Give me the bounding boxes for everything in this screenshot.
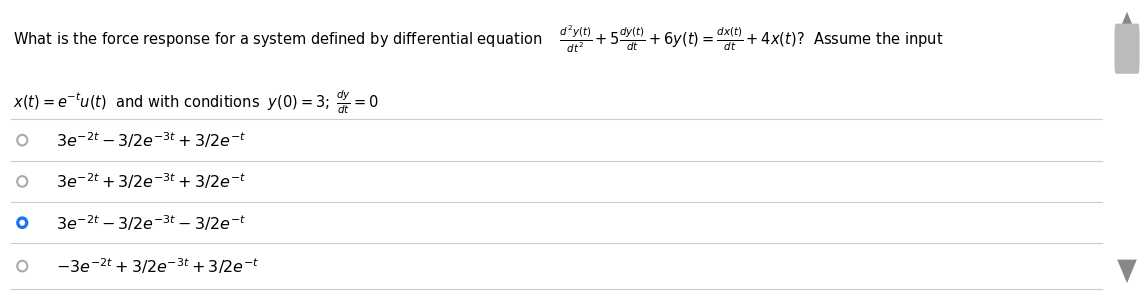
Text: $-3e^{-2t} + 3/2e^{-3t} + 3/2e^{-t}$: $-3e^{-2t} + 3/2e^{-3t} + 3/2e^{-t}$ [56, 256, 259, 276]
Ellipse shape [17, 176, 27, 187]
Text: $3e^{-2t} - 3/2e^{-3t} + 3/2e^{-t}$: $3e^{-2t} - 3/2e^{-3t} + 3/2e^{-t}$ [56, 130, 246, 150]
Polygon shape [1117, 260, 1136, 283]
Ellipse shape [17, 261, 27, 271]
Ellipse shape [19, 220, 25, 225]
FancyBboxPatch shape [1115, 24, 1140, 74]
Text: $x(t) = e^{-t}u(t)$  and with conditions  $y(0) = 3;\; \frac{dy}{dt} = 0$: $x(t) = e^{-t}u(t)$ and with conditions … [14, 88, 380, 116]
Polygon shape [1117, 12, 1136, 35]
Text: $3e^{-2t} + 3/2e^{-3t} + 3/2e^{-t}$: $3e^{-2t} + 3/2e^{-3t} + 3/2e^{-t}$ [56, 172, 246, 191]
Text: $3e^{-2t} - 3/2e^{-3t} - 3/2e^{-t}$: $3e^{-2t} - 3/2e^{-3t} - 3/2e^{-t}$ [56, 213, 246, 232]
Text: What is the force response for a system defined by differential equation    $\fr: What is the force response for a system … [14, 24, 944, 55]
Ellipse shape [17, 135, 27, 145]
Ellipse shape [17, 217, 27, 228]
